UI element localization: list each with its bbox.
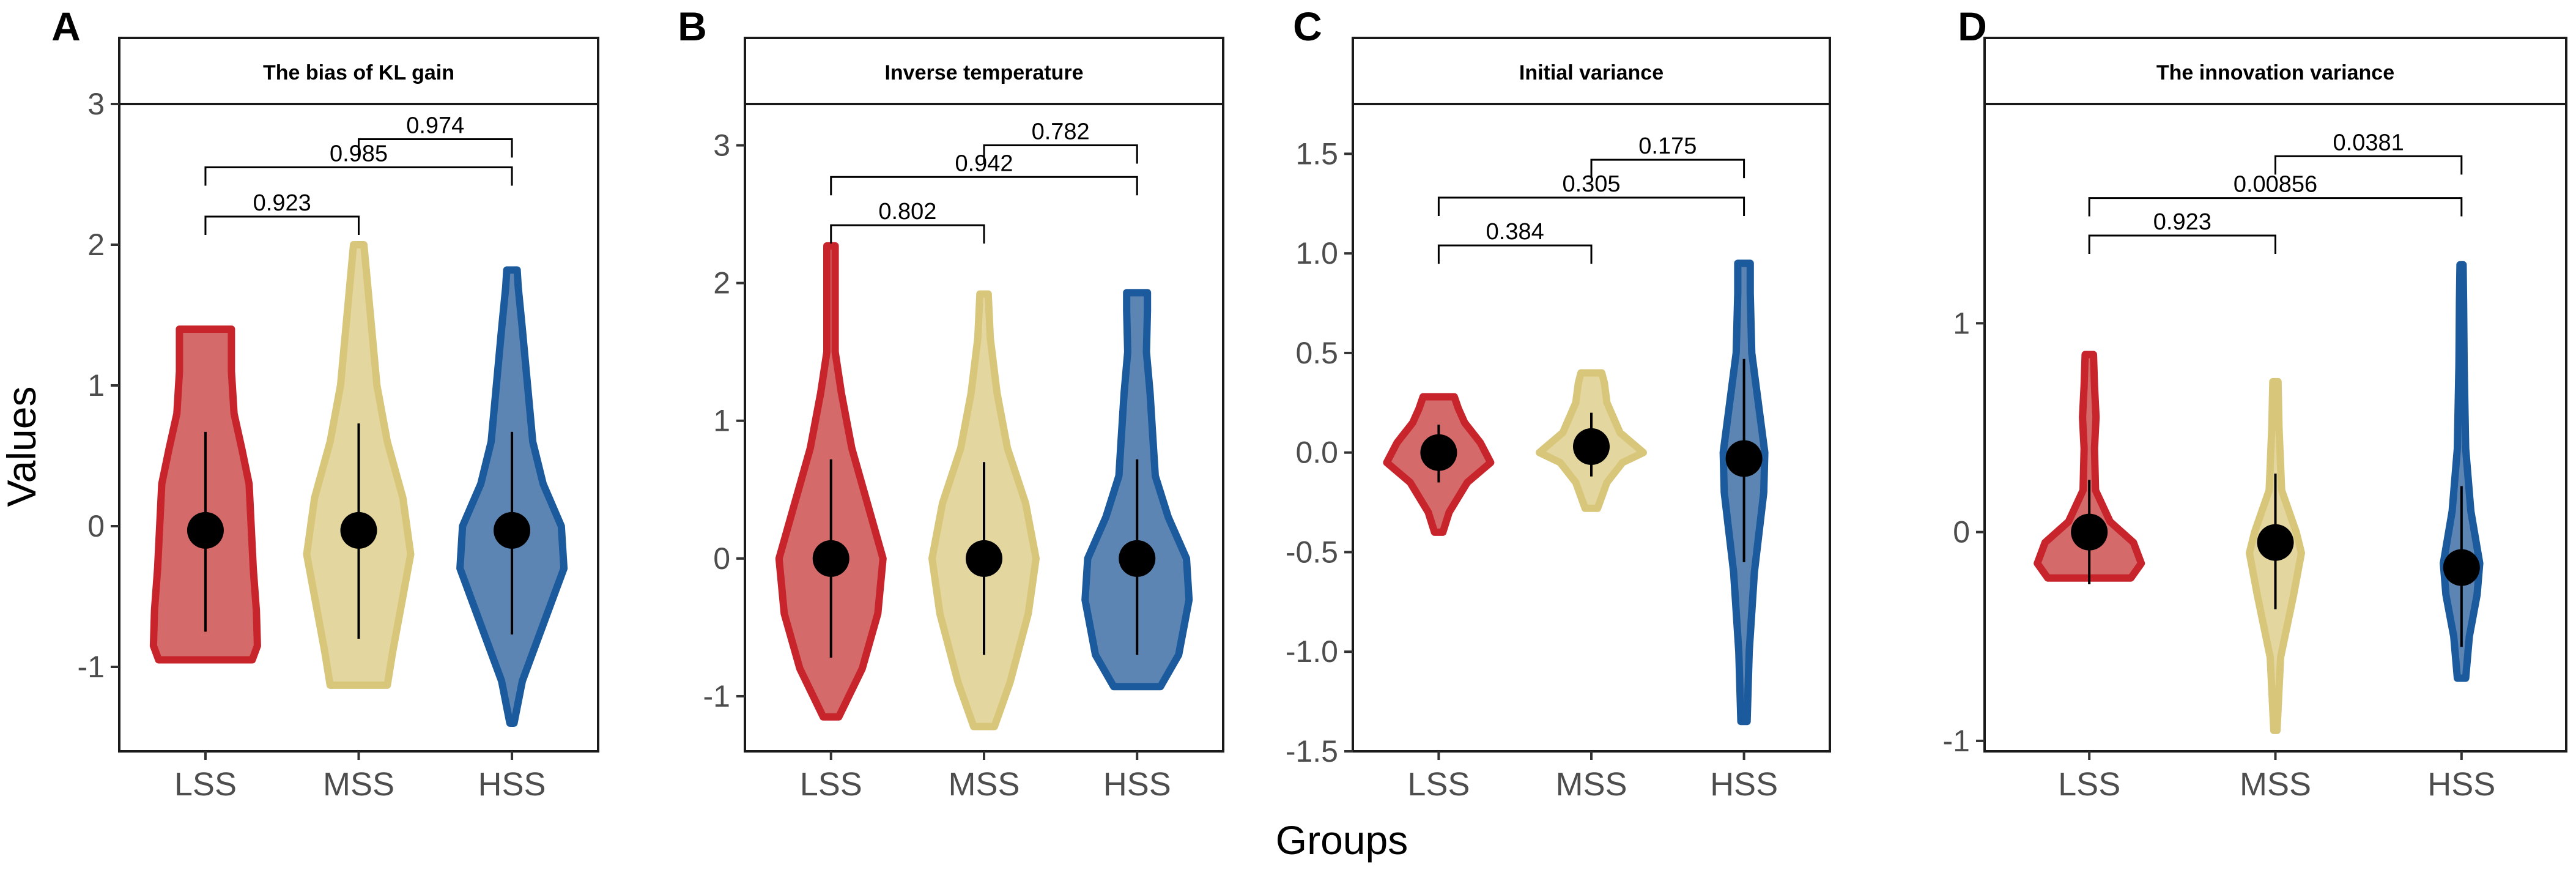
x-category-label: MSS [948,766,1020,803]
mean-point-MSS [1573,428,1610,465]
x-category-label: HSS [1103,766,1171,803]
y-tick-label: -1 [1943,724,1970,758]
facet-strip [118,37,599,105]
x-category-label: MSS [2240,766,2311,803]
panel-C: C Initial variance -1.5 -1.0 -0.5 0.0 0.5 1.0 1.… [1286,4,1831,803]
significance-bracket [358,138,513,158]
significance-bracket [830,176,1138,196]
p-value-label: 0.782 [1032,119,1090,145]
y-tick-label: 3 [713,128,730,163]
y-tick-label: 1 [713,404,730,438]
significance-bracket [204,166,513,186]
mean-point-LSS [812,540,849,577]
mean-point-MSS [340,511,377,549]
significance-bracket [2088,234,2276,255]
significance-bracket [2088,197,2463,217]
p-value-label: 0.923 [253,190,311,216]
panel-A: A The bias of KL gain -1 0 1 2 3 LSS MSS HSS 0.923… [51,4,599,803]
x-category-label: MSS [323,766,394,803]
p-value-label: 0.384 [1486,219,1544,245]
y-tick-label: -1 [703,679,730,713]
violin-LSS [2034,351,2145,582]
x-category-label: LSS [174,766,237,803]
y-tick-label: 0 [1953,515,1970,549]
y-tick-label: 0.5 [1295,336,1338,370]
x-category-label: HSS [2427,766,2495,803]
facet-strip [744,37,1224,105]
x-category-label: HSS [478,766,546,803]
significance-bracket [2274,155,2463,175]
p-value-label: 0.00856 [2234,172,2317,198]
significance-bracket [204,215,360,235]
y-tick-label: 2 [713,266,730,300]
panel-title: The bias of KL gain [263,61,454,84]
mean-point-HSS [1119,540,1156,577]
x-category-label: LSS [800,766,862,803]
panel-title: Initial variance [1519,61,1664,84]
y-tick-label: -1.5 [1286,734,1338,768]
panel-letter: A [51,4,81,49]
mean-point-LSS [187,511,224,549]
y-tick-label: 1 [87,368,105,403]
x-axis-title: Groups [1276,817,1408,863]
y-tick-label: 0 [87,509,105,543]
mean-point-LSS [2071,513,2108,551]
x-category-label: LSS [1407,766,1470,803]
panel-title: Inverse temperature [884,61,1083,84]
y-axis-title: Values [0,387,44,507]
p-value-label: 0.923 [2153,209,2211,235]
y-tick-label: 2 [87,228,105,262]
x-category-label: HSS [1710,766,1778,803]
panel-letter: C [1293,4,1322,49]
p-value-label: 0.0381 [2333,130,2404,155]
mean-point-HSS [2443,549,2480,586]
y-tick-label: 3 [87,87,105,121]
significance-bracket [1437,244,1593,264]
mean-point-HSS [494,511,531,549]
x-category-label: LSS [2058,766,2120,803]
significance-bracket [1437,196,1745,217]
y-tick-label: -1.0 [1286,634,1338,669]
y-tick-label: 1 [1953,306,1970,340]
p-value-label: 0.175 [1638,133,1697,159]
mean-point-MSS [966,540,1002,577]
x-category-label: MSS [1555,766,1627,803]
mean-point-HSS [1725,440,1763,477]
significance-bracket [1590,158,1745,179]
panel-letter: B [678,4,707,49]
significance-bracket [830,224,985,244]
significance-bracket [983,144,1138,164]
panel-title: The innovation variance [2156,61,2394,84]
panel-letter: D [1958,4,1987,49]
y-tick-label: -0.5 [1286,535,1338,569]
y-tick-label: 0 [713,541,730,576]
y-tick-label: 1.0 [1295,236,1338,270]
facet-strip [1352,37,1831,105]
panel-B: B Inverse temperature -1 0 1 2 3 LSS MSS HSS 0.802… [678,4,1224,803]
p-value-label: 0.974 [406,113,464,139]
mean-point-MSS [2257,524,2294,561]
y-tick-label: -1 [78,650,105,684]
p-value-label: 0.802 [878,199,936,225]
panel-D: D The innovation variance -1 0 1 LSS MSS HSS 0.9… [1943,4,2567,803]
y-tick-label: 1.5 [1295,136,1338,171]
mean-point-LSS [1420,434,1457,471]
facet-strip [1983,37,2567,105]
y-tick-label: 0.0 [1295,436,1338,470]
